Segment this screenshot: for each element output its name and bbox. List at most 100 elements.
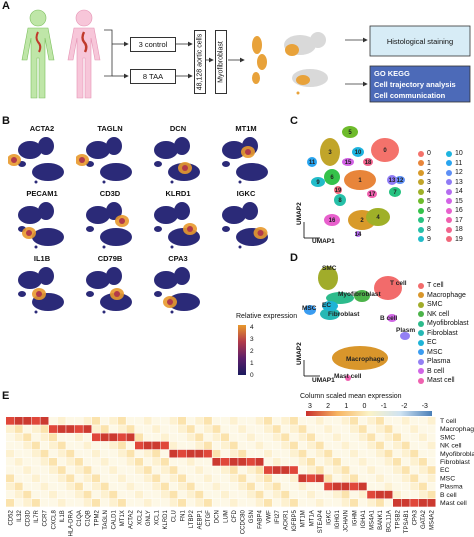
- legend-dot: [418, 368, 424, 374]
- heatmap-column-label: CCR7: [43, 510, 49, 527]
- heatmap-cell: [324, 417, 333, 425]
- heatmap-cell: [272, 482, 281, 491]
- heatmap-cell: [160, 466, 169, 474]
- heatmap-cell: [66, 490, 75, 499]
- celltype-blob: [332, 346, 388, 370]
- feature-plot-gene-label: PECAM1: [26, 189, 58, 198]
- heatmap-column-label: MT1M: [301, 510, 307, 527]
- heatmap-row-label: T cell: [440, 418, 457, 425]
- panel-label-e: E: [2, 390, 10, 402]
- heatmap-cell: [289, 441, 298, 450]
- cluster-legend-item: 18: [446, 226, 463, 233]
- heatmap-cell: [152, 482, 161, 491]
- feature-plot-cpa3: [154, 267, 200, 314]
- heatmap-cell: [49, 417, 58, 425]
- heatmap-cell: [427, 499, 436, 507]
- cluster-number-label: 7: [393, 190, 397, 196]
- heatmap-cell: [221, 433, 230, 442]
- feature-plot-il1b: [18, 267, 64, 314]
- heatmap-cell: [238, 466, 247, 474]
- heatmap-cell: [272, 441, 281, 450]
- heatmap-cell: [246, 499, 255, 507]
- cluster-number-label: 3: [328, 150, 332, 156]
- legend-label: MSC: [427, 348, 443, 356]
- heatmap-cell: [384, 433, 393, 442]
- control-count-box: 3 control: [130, 37, 176, 52]
- heatmap-cell: [117, 441, 126, 450]
- heatmap-cell: [229, 482, 238, 491]
- cluster-blob: [395, 176, 405, 184]
- cluster-legend-item: 7: [418, 217, 431, 224]
- colorbar-tick: 1: [250, 360, 254, 367]
- heatmap-cell: [66, 441, 75, 450]
- heatmap-cell: [272, 433, 281, 442]
- heatmap-cell: [31, 425, 40, 433]
- heatmap-cell: [229, 499, 238, 507]
- heatmap-cell: [255, 449, 264, 458]
- celltype-legend-item: Myofibroblast: [418, 320, 469, 327]
- heatmap-cell: [126, 490, 135, 499]
- cluster-legend-item: 16: [446, 207, 463, 214]
- heatmap-cell: [57, 417, 66, 425]
- panel-label-c: C: [290, 115, 298, 127]
- heatmap-cell: [23, 490, 32, 499]
- heatmap-cell: [178, 458, 187, 466]
- cluster-number-label: 4: [376, 215, 380, 221]
- heatmap-cell: [393, 449, 402, 458]
- heatmap-cell: [83, 433, 92, 442]
- heatmap-cell: [126, 441, 135, 450]
- legend-dot: [446, 169, 452, 176]
- panel-label-b: B: [2, 115, 10, 127]
- heatmap-cell: [350, 441, 359, 450]
- heatmap-cell: [143, 425, 152, 433]
- heatmap-cell: [358, 466, 367, 474]
- heatmap-cell: [427, 433, 436, 442]
- heatmap-cell: [238, 441, 247, 450]
- heatmap-cell: [298, 499, 307, 507]
- heatmap-cell: [375, 441, 384, 450]
- heatmap-cell: [109, 474, 118, 483]
- heatmap-cell: [212, 482, 221, 491]
- heatmap-cell: [246, 433, 255, 442]
- cluster-number-label: 11: [309, 160, 316, 166]
- umap-c-ylabel: UMAP2: [296, 202, 303, 225]
- feature-plot-gene-label: CD79B: [97, 254, 123, 263]
- heatmap-cell: [117, 425, 126, 433]
- heatmap-cell: [393, 466, 402, 474]
- legend-dot: [418, 292, 424, 298]
- colorbar-tick: 2: [250, 348, 254, 355]
- feature-plot-gene-label: MT1M: [235, 124, 257, 133]
- heatmap-cell: [203, 482, 212, 491]
- cluster-number-label: 8: [338, 198, 342, 204]
- heatmap-cell: [324, 466, 333, 474]
- heatmap-cell: [74, 499, 83, 507]
- heatmap-cell: [178, 433, 187, 442]
- legend-label: T cell: [427, 282, 444, 289]
- heatmap-cell: [6, 417, 15, 425]
- heatmap-cell: [393, 458, 402, 466]
- heatmap-cell: [358, 441, 367, 450]
- umap-d-ylabel: UMAP2: [296, 342, 303, 365]
- heatmap-cell: [358, 449, 367, 458]
- heatmap-cell: [195, 433, 204, 442]
- heatmap-cell: [324, 458, 333, 466]
- heatmap-cell: [255, 466, 264, 474]
- heatmap-row-label: Mast cell: [440, 500, 467, 507]
- legend-dot: [418, 311, 424, 317]
- heatmap-cell: [126, 466, 135, 474]
- control-body-figure: [21, 9, 55, 99]
- heatmap-cell: [126, 474, 135, 483]
- heatmap-cell: [367, 449, 376, 458]
- heatmap-cell: [221, 449, 230, 458]
- heatmap-cell: [289, 499, 298, 507]
- heatmap-cell: [57, 466, 66, 474]
- heatmap-cell: [92, 433, 101, 442]
- heatmap-cell: [186, 441, 195, 450]
- heatmap-cell: [401, 433, 410, 442]
- heatmap-cell: [298, 449, 307, 458]
- heatmap-cell: [229, 466, 238, 474]
- heatmap-cell: [238, 425, 247, 433]
- heatmap-cell: [255, 482, 264, 491]
- heatmap-cell: [135, 433, 144, 442]
- heatmap-cell: [358, 425, 367, 433]
